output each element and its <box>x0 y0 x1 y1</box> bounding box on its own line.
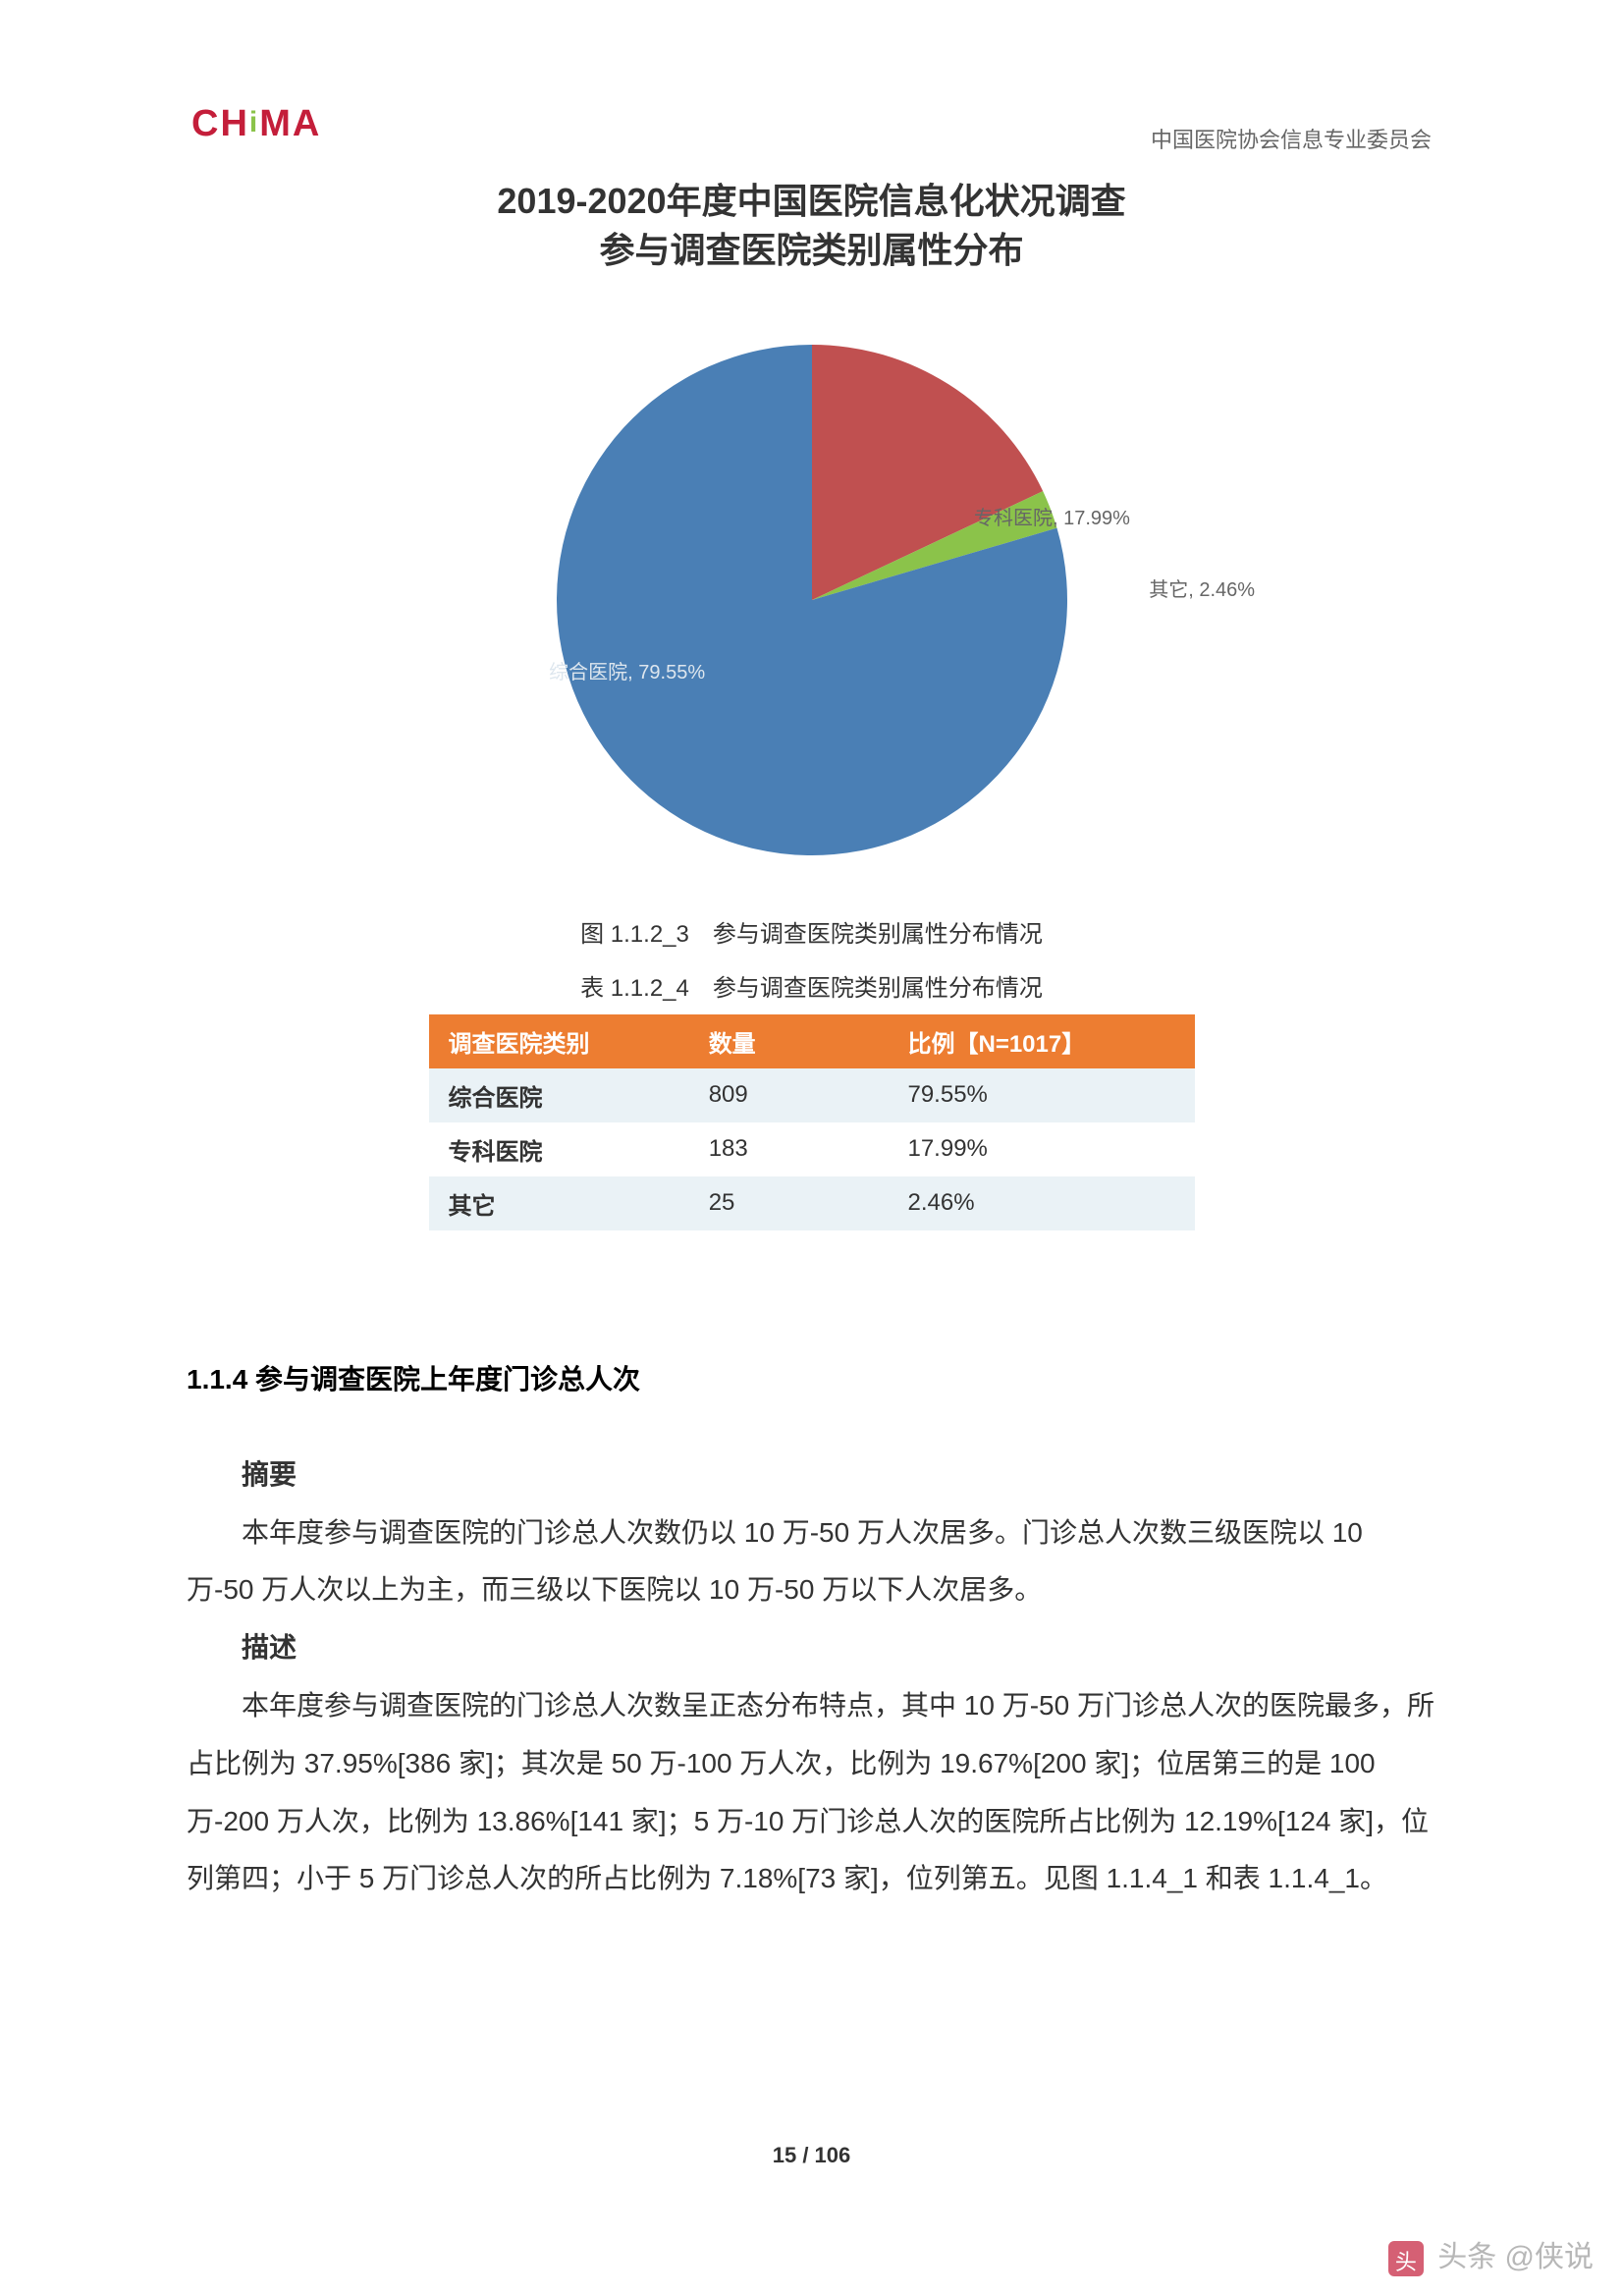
table-row: 其它252.46% <box>429 1176 1195 1230</box>
table-cell: 其它 <box>429 1176 689 1230</box>
table-cell: 79.55% <box>888 1068 1194 1122</box>
pie-label-general: 综合医院, 79.55% <box>549 656 705 684</box>
table-cell: 809 <box>689 1068 889 1122</box>
desc-label: 描述 <box>187 1619 1436 1677</box>
table-cell: 17.99% <box>888 1122 1194 1176</box>
header-org: 中国医院协会信息专业委员会 <box>1151 123 1432 154</box>
toutiao-icon <box>1388 2241 1424 2276</box>
logo-i: i <box>249 106 259 138</box>
table-cell: 2.46% <box>888 1176 1194 1230</box>
watermark: 头条 @侠说 <box>1388 2232 1594 2276</box>
chart-title-line2: 参与调查医院类别属性分布 <box>187 226 1436 275</box>
chart-title: 2019-2020年度中国医院信息化状况调查 参与调查医院类别属性分布 <box>187 177 1436 276</box>
table-caption: 表 1.1.2_4 参与调查医院类别属性分布情况 <box>187 968 1436 1003</box>
pie-svg <box>508 315 1116 865</box>
chima-logo: CHiMA <box>191 103 321 145</box>
table-row: 专科医院18317.99% <box>429 1122 1195 1176</box>
watermark-text: 头条 @侠说 <box>1437 2241 1594 2273</box>
table-cell: 25 <box>689 1176 889 1230</box>
section-heading: 1.1.4 参与调查医院上年度门诊总人次 <box>187 1358 1436 1397</box>
pie-label-specialty: 专科医院, 17.99% <box>974 502 1130 530</box>
pie-label-other: 其它, 2.46% <box>1149 574 1255 602</box>
abstract-body: 本年度参与调查医院的门诊总人次数仍以 10 万-50 万人次居多。门诊总人次数三… <box>187 1504 1436 1620</box>
logo-ch: CH <box>191 103 249 144</box>
desc-body: 本年度参与调查医院的门诊总人次数呈正态分布特点，其中 10 万-50 万门诊总人… <box>187 1677 1436 1908</box>
category-table: 调查医院类别数量比例【N=1017】 综合医院80979.55%专科医院1831… <box>429 1014 1195 1230</box>
page-number: 15 / 106 <box>0 2143 1623 2168</box>
table-cell: 专科医院 <box>429 1122 689 1176</box>
chart-title-line1: 2019-2020年度中国医院信息化状况调查 <box>187 177 1436 226</box>
table-header-cell: 调查医院类别 <box>429 1014 689 1068</box>
figure-caption: 图 1.1.2_3 参与调查医院类别属性分布情况 <box>187 914 1436 949</box>
table-row: 综合医院80979.55% <box>429 1068 1195 1122</box>
body-text: 摘要 本年度参与调查医院的门诊总人次数仍以 10 万-50 万人次居多。门诊总人… <box>187 1447 1436 1908</box>
table-header-cell: 比例【N=1017】 <box>888 1014 1194 1068</box>
abstract-label: 摘要 <box>187 1447 1436 1504</box>
pie-chart: 综合医院, 79.55% 专科医院, 17.99% 其它, 2.46% <box>187 315 1436 865</box>
table-cell: 183 <box>689 1122 889 1176</box>
table-header-cell: 数量 <box>689 1014 889 1068</box>
logo-ma: MA <box>259 103 321 144</box>
table-cell: 综合医院 <box>429 1068 689 1122</box>
